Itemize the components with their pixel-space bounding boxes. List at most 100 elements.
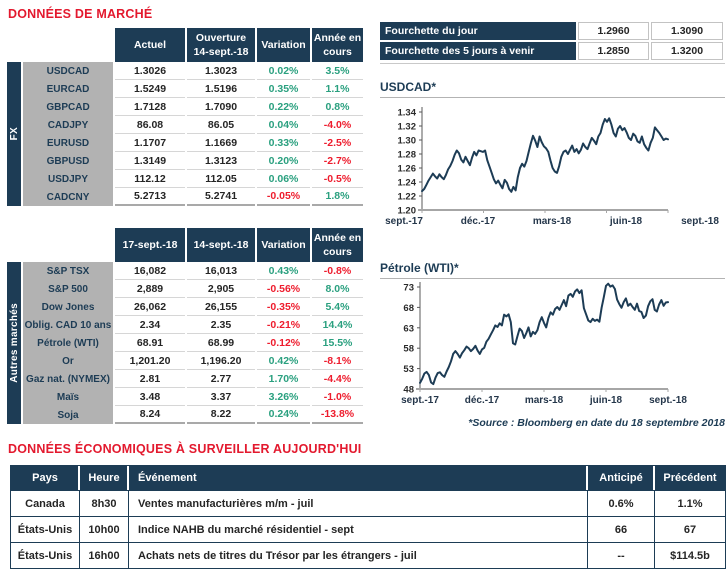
- row-label: Maïs: [23, 388, 113, 406]
- cell-v2: 86.05: [187, 116, 255, 134]
- range-label: Fourchette des 5 jours à venir: [380, 42, 576, 60]
- cell-var: -0.12%: [257, 334, 310, 352]
- econ-cell-evenement: Ventes manufacturières m/m - juil: [129, 491, 587, 516]
- cell-ytd: 1.1%: [312, 80, 363, 98]
- wti-chart-block: Pétrole (WTI)* 48 53 58 63 68 73 sept.-17 déc.-…: [380, 261, 725, 411]
- column-header: 17-sept.-18: [115, 228, 185, 262]
- wti-chart-title: Pétrole (WTI)*: [380, 261, 725, 279]
- y-tick-label: 73: [403, 283, 414, 294]
- row-label: Dow Jones: [23, 298, 113, 316]
- y-tick-label: 48: [403, 385, 414, 396]
- cell-v2: 1.5196: [187, 80, 255, 98]
- econ-column-header: Précédent: [653, 466, 725, 490]
- y-tick-label: 1.28: [398, 150, 417, 161]
- cell-v1: 5.2713: [115, 188, 185, 206]
- row-label: S&P TSX: [23, 262, 113, 280]
- cell-var: 0.02%: [257, 62, 310, 80]
- cell-var: 1.70%: [257, 370, 310, 388]
- econ-cell-precedent: 1.1%: [655, 491, 725, 516]
- group-label-text: FX: [8, 127, 20, 141]
- row-label: GBPCAD: [23, 98, 113, 116]
- cell-v2: 26,155: [187, 298, 255, 316]
- x-axis-label: déc.-17: [465, 395, 500, 406]
- column-header: 14-sept.-18: [187, 228, 255, 262]
- y-tick-label: 1.26: [398, 164, 417, 175]
- cell-v1: 68.91: [115, 334, 185, 352]
- x-axis-label: sept.-18: [681, 216, 719, 227]
- cell-v2: 2.77: [187, 370, 255, 388]
- group-label: FX: [7, 62, 21, 206]
- x-axis-label: juin-18: [589, 395, 623, 406]
- cell-v2: 1.7090: [187, 98, 255, 116]
- column-header: Ouverture 14-sept.-18: [187, 28, 255, 62]
- cell-ytd: -2.5%: [312, 134, 363, 152]
- range-high-value: 1.3090: [651, 22, 723, 40]
- cell-var: 0.06%: [257, 170, 310, 188]
- y-tick-label: 1.24: [398, 178, 417, 189]
- usdcad-chart-title: USDCAD*: [380, 80, 725, 98]
- x-axis-label: mars-18: [533, 216, 572, 227]
- column-header: Année en cours: [312, 228, 363, 262]
- other-markets-table: 17-sept.-18 14-sept.-18 Variation Année en c…: [7, 228, 363, 424]
- economic-data-title: DONNÉES ÉCONOMIQUES À SURVEILLER AUJOURD…: [8, 442, 362, 456]
- y-tick-label: 53: [403, 364, 414, 375]
- cell-v1: 1.7128: [115, 98, 185, 116]
- cell-ytd: -4.4%: [312, 370, 363, 388]
- row-label: Or: [23, 352, 113, 370]
- cell-var: -0.21%: [257, 316, 310, 334]
- cell-v1: 26,062: [115, 298, 185, 316]
- econ-cell-precedent: $114.5b: [655, 543, 725, 568]
- cell-v2: 1.3023: [187, 62, 255, 80]
- header-line: cours: [323, 246, 352, 258]
- econ-cell-anticipe: 66: [588, 517, 654, 542]
- cell-ytd: -1.0%: [312, 388, 363, 406]
- cell-v2: 68.99: [187, 334, 255, 352]
- cell-ytd: -8.1%: [312, 352, 363, 370]
- y-tick-label: 1.32: [398, 122, 417, 133]
- econ-cell-pays: États-Unis: [11, 517, 79, 542]
- x-axis-label: mars-18: [525, 395, 564, 406]
- cell-var: 0.22%: [257, 98, 310, 116]
- cell-v1: 1.1707: [115, 134, 185, 152]
- cell-v1: 2.34: [115, 316, 185, 334]
- cell-v1: 86.08: [115, 116, 185, 134]
- cell-v1: 112.12: [115, 170, 185, 188]
- row-label: USDJPY: [23, 170, 113, 188]
- range-table-underline: [380, 63, 725, 64]
- cell-v1: 1.5249: [115, 80, 185, 98]
- cell-var: 0.43%: [257, 262, 310, 280]
- cell-v2: 112.05: [187, 170, 255, 188]
- econ-cell-heure: 16h00: [80, 543, 128, 568]
- row-label: CADJPY: [23, 116, 113, 134]
- header-line: Année en: [313, 231, 362, 244]
- y-tick-label: 63: [403, 323, 414, 334]
- cell-var: 0.42%: [257, 352, 310, 370]
- header-line: Année en: [313, 31, 362, 44]
- header-line: 17-sept.-18: [122, 238, 178, 251]
- econ-cell-evenement: Indice NAHB du marché résidentiel - sept: [129, 517, 587, 542]
- econ-cell-precedent: 67: [655, 517, 725, 542]
- table-corner-blank: [7, 228, 113, 262]
- cell-ytd: -13.8%: [312, 406, 363, 424]
- row-label: Gaz nat. (NYMEX): [23, 370, 113, 388]
- x-axis-label: sept.-17: [385, 216, 423, 227]
- cell-var: 0.33%: [257, 134, 310, 152]
- cell-v2: 1,196.20: [187, 352, 255, 370]
- row-label: EURUSD: [23, 134, 113, 152]
- row-label: S&P 500: [23, 280, 113, 298]
- cell-var: -0.35%: [257, 298, 310, 316]
- header-line: Actuel: [133, 38, 167, 51]
- usdcad-line-chart: 1.20 1.22 1.24 1.26 1.28 1.30 1.32 1.34 sept.-17…: [385, 107, 719, 227]
- header-line: cours: [323, 46, 352, 58]
- econ-column-header: Heure: [78, 466, 128, 490]
- cell-var: 0.35%: [257, 80, 310, 98]
- header-line: Ouverture: [195, 31, 247, 44]
- usdcad-range-table: Fourchette du jour 1.2960 1.3090 Fourchette…: [380, 22, 723, 60]
- econ-column-header: Anticipé: [586, 466, 654, 490]
- cell-var: -0.56%: [257, 280, 310, 298]
- econ-column-header: Pays: [11, 466, 79, 490]
- header-line: 14-sept.-18: [193, 238, 249, 251]
- cell-ytd: -0.8%: [312, 262, 363, 280]
- cell-v1: 2,889: [115, 280, 185, 298]
- cell-v1: 1.3149: [115, 152, 185, 170]
